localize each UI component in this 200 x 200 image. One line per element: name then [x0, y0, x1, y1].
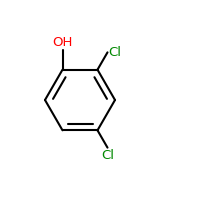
Text: OH: OH — [52, 36, 73, 49]
Text: Cl: Cl — [108, 46, 121, 59]
Text: Cl: Cl — [101, 149, 114, 162]
